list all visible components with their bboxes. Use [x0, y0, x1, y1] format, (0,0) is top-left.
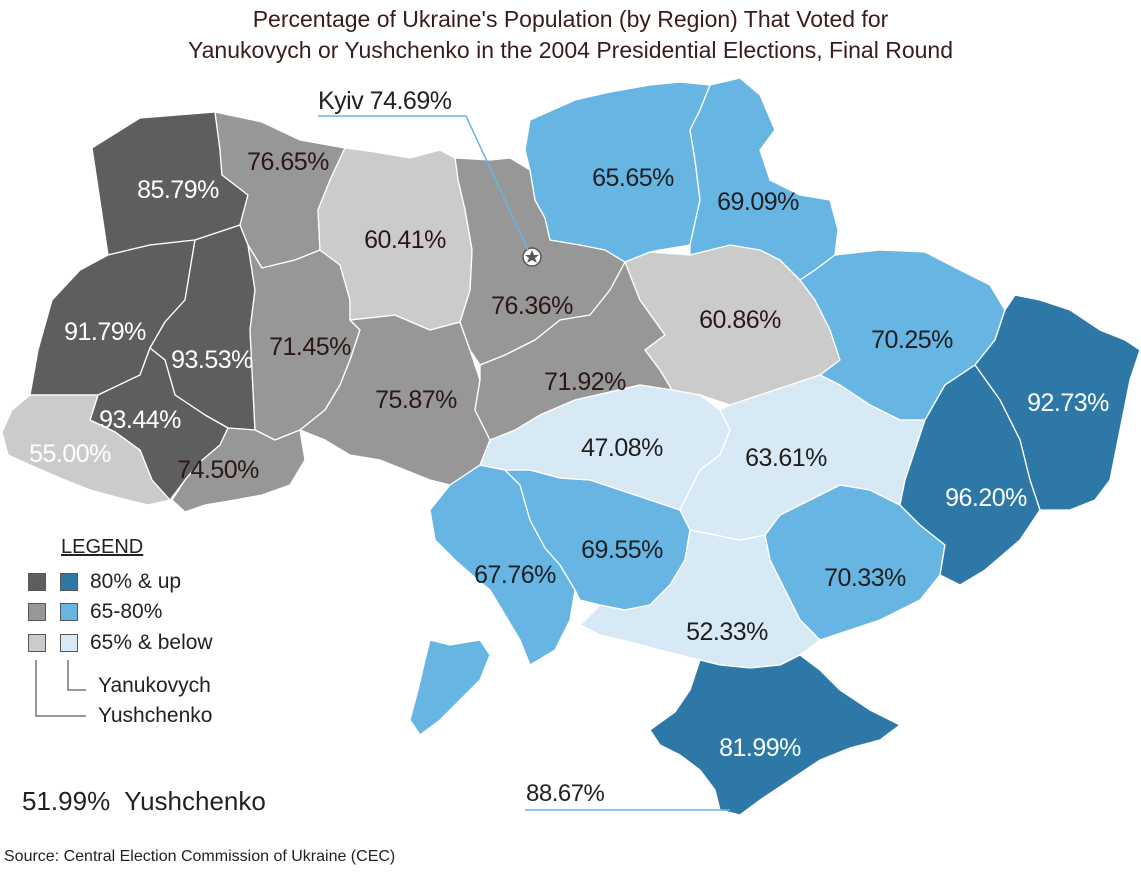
legend-swatch-yushchenko-65-80 — [28, 603, 46, 621]
region-label-sumy: 69.09% — [717, 188, 799, 216]
title-line-1: Percentage of Ukraine's Population (by R… — [252, 6, 889, 32]
region-label-luhansk: 92.73% — [1027, 389, 1109, 417]
region-label-chernivtsi: 74.50% — [177, 456, 259, 484]
region-label-vinnytsia: 75.87% — [375, 386, 457, 414]
region-label-odesa: 67.76% — [474, 561, 556, 589]
legend-swatch-yanukovych-65-below — [60, 634, 78, 652]
region-label-donetsk: 96.20% — [945, 484, 1027, 512]
title-line-2: Yanukovych or Yushchenko in the 2004 Pre… — [187, 37, 954, 63]
region-label-zaporizhzhia: 70.33% — [824, 564, 906, 592]
region-label-rivne: 76.65% — [247, 148, 329, 176]
region-label-mykolaiv: 69.55% — [581, 536, 663, 564]
region-label-kherson: 52.33% — [686, 618, 768, 646]
region-label-kirovohrad: 47.08% — [581, 434, 663, 462]
region-crimea — [649, 654, 901, 816]
region-chernihiv — [524, 81, 711, 263]
legend-title: LEGEND — [61, 536, 144, 558]
region-zhytomyr — [317, 147, 473, 331]
legend-swatch-yanukovych-80-up — [60, 573, 78, 591]
legend-yanukovych-label: Yanukovych — [98, 674, 211, 697]
kyiv-star-icon — [525, 250, 539, 263]
legend-yushchenko-label: Yushchenko — [98, 704, 213, 727]
region-donetsk — [899, 364, 1041, 586]
region-label-ivano-frankivsk: 93.44% — [99, 406, 181, 434]
overall-result-percent: 51.99% — [22, 786, 111, 816]
region-label-chernihiv: 65.65% — [592, 164, 674, 192]
region-chernivtsi — [171, 427, 306, 513]
legend-yanukovych-connector — [67, 660, 86, 691]
region-label-kyiv-oblast: 76.36% — [491, 292, 573, 320]
map-title: Percentage of Ukraine's Population (by R… — [0, 4, 1141, 66]
kyiv-leader-line — [318, 115, 529, 251]
source-note: Source: Central Election Commission of U… — [4, 848, 396, 865]
region-label-sevastopol: 88.67% — [526, 780, 605, 807]
legend-label-80-up: 80% & up — [90, 570, 182, 593]
overall-result: 51.99% Yushchenko — [22, 786, 280, 817]
region-label-ternopil: 93.53% — [171, 346, 253, 374]
region-label-volyn: 85.79% — [137, 176, 219, 204]
legend-swatch-yushchenko-65-below — [28, 634, 46, 652]
region-label-zhytomyr: 60.41% — [364, 226, 446, 254]
region-label-lviv: 91.79% — [64, 318, 146, 346]
region-label-dnipropetrovsk: 63.61% — [745, 444, 827, 472]
region-label-khmelnytskyi: 71.45% — [269, 333, 351, 361]
legend-yushchenko-connector — [35, 660, 86, 717]
legend-swatch-yushchenko-80-up — [28, 573, 46, 591]
region-sumy — [689, 77, 839, 281]
region-label-kharkiv: 70.25% — [871, 326, 953, 354]
region-label-cherkasy: 71.92% — [544, 368, 626, 396]
legend-label-65-below: 65% & below — [90, 631, 213, 654]
region-label-zakarpattia: 55.00% — [29, 440, 111, 468]
region-label-crimea: 81.99% — [719, 734, 801, 762]
region-dnipropetrovsk — [679, 374, 926, 541]
overall-result-winner: Yushchenko — [124, 786, 266, 816]
region-label-poltava: 60.86% — [699, 306, 781, 334]
legend-swatch-yanukovych-65-80 — [60, 603, 78, 621]
region-zakarpattia — [1, 394, 171, 506]
legend-label-65-80: 65-80% — [90, 600, 163, 623]
kyiv-city-label: Kyiv 74.69% — [318, 87, 452, 115]
